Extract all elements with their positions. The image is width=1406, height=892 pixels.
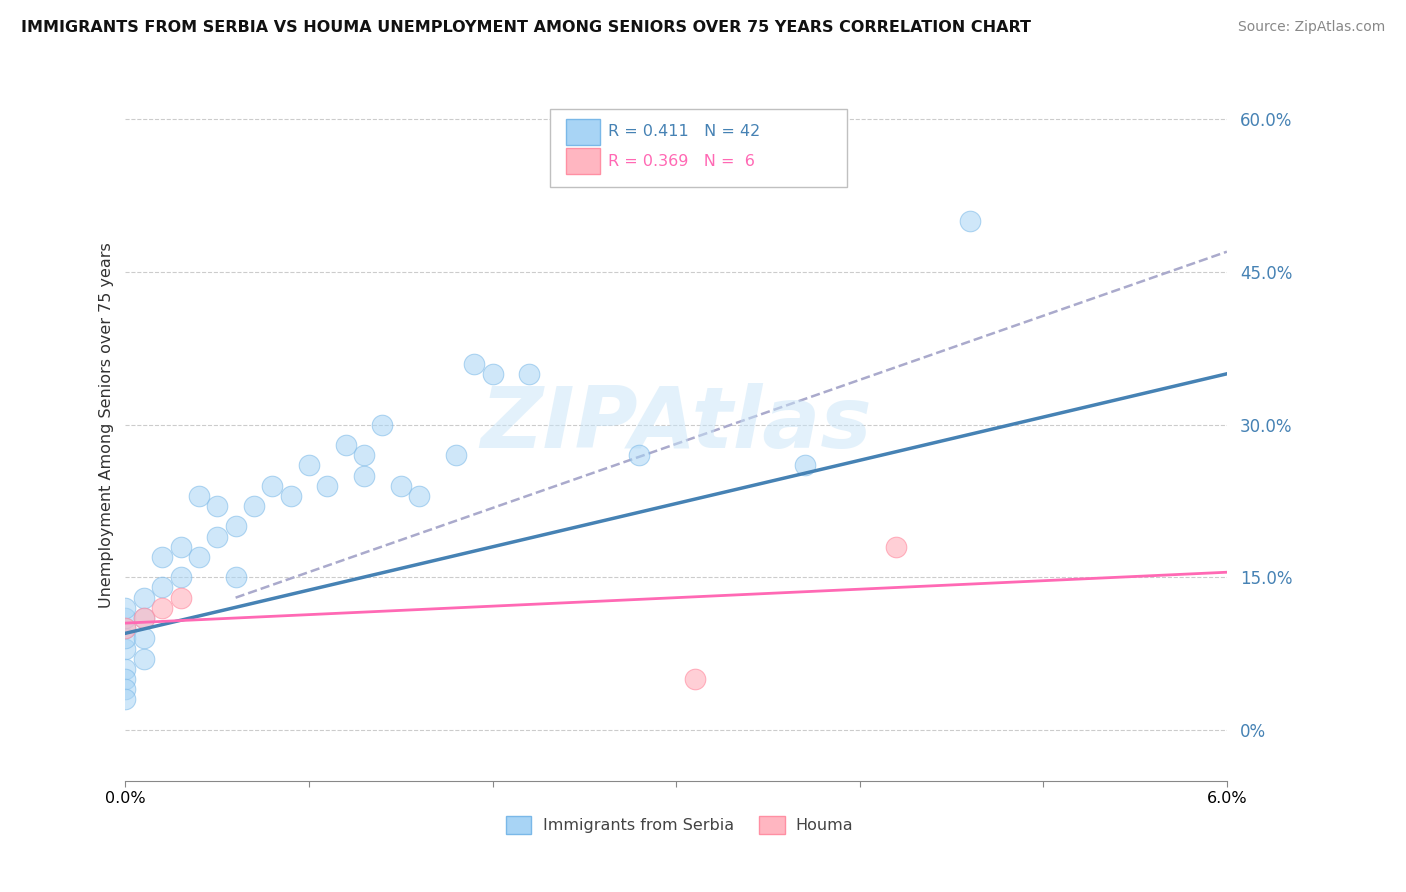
- Point: [132, 632, 155, 646]
- Point: [114, 682, 136, 697]
- Point: [114, 641, 136, 656]
- Point: [114, 621, 136, 635]
- Point: [114, 632, 136, 646]
- Point: [225, 519, 247, 533]
- Point: [262, 479, 284, 493]
- Point: [886, 540, 908, 554]
- Point: [187, 489, 209, 503]
- Text: Immigrants from Serbia: Immigrants from Serbia: [543, 818, 734, 832]
- Point: [243, 499, 266, 513]
- Text: ZIPAtlas: ZIPAtlas: [481, 384, 872, 467]
- Point: [169, 540, 191, 554]
- Point: [371, 417, 394, 432]
- Point: [169, 591, 191, 605]
- Point: [114, 692, 136, 706]
- Point: [793, 458, 815, 473]
- Y-axis label: Unemployment Among Seniors over 75 years: Unemployment Among Seniors over 75 years: [100, 242, 114, 607]
- Point: [114, 621, 136, 635]
- Point: [959, 214, 981, 228]
- Point: [114, 672, 136, 686]
- Point: [114, 611, 136, 625]
- Text: IMMIGRANTS FROM SERBIA VS HOUMA UNEMPLOYMENT AMONG SENIORS OVER 75 YEARS CORRELA: IMMIGRANTS FROM SERBIA VS HOUMA UNEMPLOY…: [21, 20, 1031, 35]
- Point: [389, 479, 412, 493]
- Text: R = 0.369   N =  6: R = 0.369 N = 6: [609, 154, 755, 169]
- Point: [150, 600, 173, 615]
- Point: [353, 448, 375, 462]
- Point: [335, 438, 357, 452]
- Point: [207, 530, 229, 544]
- Point: [114, 662, 136, 676]
- Text: 6.0%: 6.0%: [1206, 791, 1247, 806]
- Point: [444, 448, 467, 462]
- Text: Source: ZipAtlas.com: Source: ZipAtlas.com: [1237, 20, 1385, 34]
- Point: [207, 499, 229, 513]
- Point: [353, 468, 375, 483]
- Point: [169, 570, 191, 584]
- Text: 0.0%: 0.0%: [105, 791, 146, 806]
- Point: [683, 672, 706, 686]
- Point: [225, 570, 247, 584]
- Text: Houma: Houma: [796, 818, 853, 832]
- Point: [187, 549, 209, 564]
- Point: [114, 600, 136, 615]
- Point: [150, 549, 173, 564]
- Point: [628, 448, 651, 462]
- Point: [574, 143, 596, 157]
- Point: [481, 367, 503, 381]
- Point: [280, 489, 302, 503]
- Text: R = 0.411   N = 42: R = 0.411 N = 42: [609, 124, 761, 139]
- Point: [517, 367, 540, 381]
- Point: [132, 651, 155, 665]
- Point: [132, 611, 155, 625]
- Point: [150, 581, 173, 595]
- Point: [408, 489, 430, 503]
- Point: [463, 357, 485, 371]
- Point: [298, 458, 321, 473]
- Point: [132, 611, 155, 625]
- Point: [316, 479, 339, 493]
- Point: [132, 591, 155, 605]
